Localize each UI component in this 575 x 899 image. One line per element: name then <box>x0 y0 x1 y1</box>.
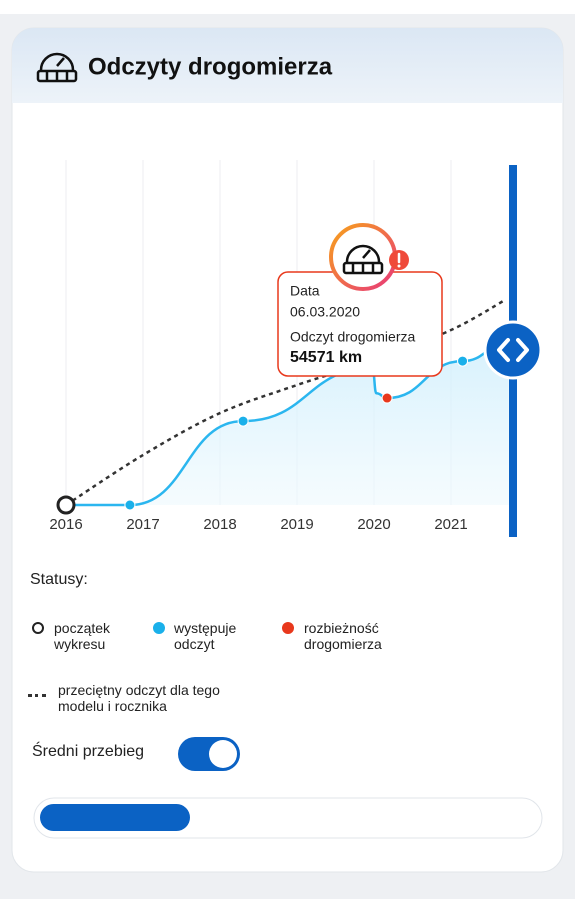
card-header <box>12 28 563 103</box>
reading-point <box>124 499 136 511</box>
toggle-knob <box>209 740 237 768</box>
x-tick-label: 2020 <box>357 516 390 533</box>
tooltip-gauge <box>342 244 384 275</box>
legend-label: występuje odczyt <box>174 620 237 652</box>
progress-fill <box>40 804 190 831</box>
reading-point <box>237 415 249 427</box>
tooltip: Data 06.03.2020 Odczyt drogomierza 54571… <box>277 223 443 377</box>
average-line <box>65 298 506 507</box>
card-title: Odczyty drogomierza <box>88 53 333 80</box>
legend-symbol <box>32 622 44 634</box>
handle-chevrons <box>497 338 529 362</box>
warning-dot <box>397 264 401 268</box>
x-tick-label: 2021 <box>434 516 467 533</box>
x-tick-label: 2016 <box>49 516 82 533</box>
legend-label: przeciętny odczyt dla tego modelu i rocz… <box>58 682 220 714</box>
reading-point <box>457 355 469 367</box>
legend-title: Statusy: <box>30 571 88 588</box>
reading-area <box>66 343 509 505</box>
reading-point <box>381 392 393 404</box>
toggle-label: Średni przebieg <box>32 741 144 760</box>
prev-card <box>0 0 575 14</box>
legend-label: początek wykresu <box>54 620 111 652</box>
tooltip-caption: Odczyt drogomierza <box>290 329 415 345</box>
tooltip-title: Data <box>290 283 320 299</box>
tooltip-value: 54571 km <box>290 349 362 366</box>
legend-symbol <box>28 694 46 697</box>
legend-label: rozbieżność drogomierza <box>304 620 382 652</box>
legend-symbol <box>282 622 294 634</box>
start-point <box>56 495 76 515</box>
range-handle[interactable] <box>483 320 543 380</box>
tooltip-date: 06.03.2020 <box>290 304 360 320</box>
x-tick-label: 2018 <box>203 516 236 533</box>
gauge-icon <box>36 52 78 83</box>
legend-symbol <box>153 622 165 634</box>
x-tick-label: 2019 <box>280 516 313 533</box>
x-tick-label: 2017 <box>126 516 159 533</box>
